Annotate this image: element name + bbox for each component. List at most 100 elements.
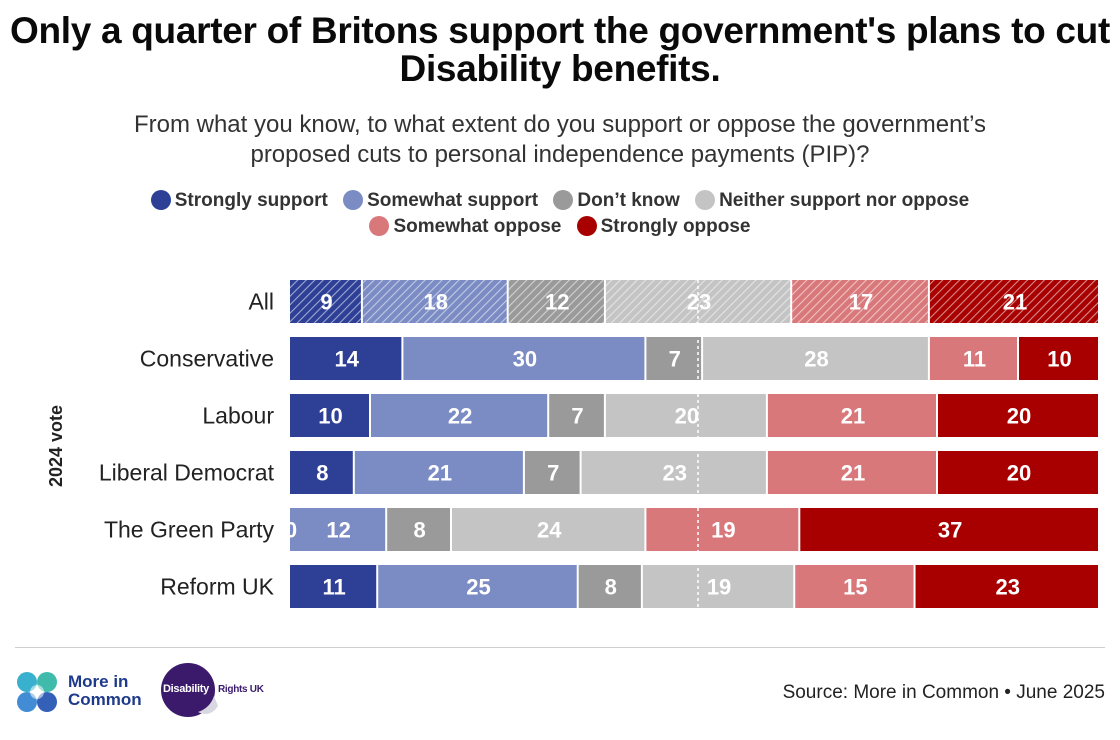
bar-value-label: 21 [1003,290,1027,315]
bar-segment [290,451,353,494]
bar-segment [646,508,799,551]
bar-value-label: 21 [428,461,452,486]
bar-segment [929,337,1017,380]
bar-value-label: 10 [1047,347,1071,372]
bar-value-label: 11 [322,575,345,600]
legend-item-dont-know: Don’t know [553,190,680,212]
bar-value-label: 19 [707,575,731,600]
bar-segment [767,394,936,437]
bar-value-label: 20 [675,404,699,429]
legend-label: Somewhat support [367,190,539,211]
legend-label: Neither support nor oppose [719,190,970,211]
subtitle-line-2: proposed cuts to personal independence p… [250,141,870,168]
category-label: Reform UK [160,574,274,600]
bar-value-label: 18 [424,290,448,315]
bar-value-label: 37 [938,518,962,543]
bar-value-label: 12 [326,518,350,543]
legend-label: Strongly oppose [600,216,751,237]
bar-segment [524,451,580,494]
legend-row-2: Somewhat oppose Strongly oppose [60,216,1060,238]
footer-divider [15,647,1105,648]
bar-value-label: 19 [711,518,735,543]
bar-hatch-overlay [508,280,604,323]
legend-item-strongly-oppose: Strongly oppose [576,216,751,238]
bar-segment [915,565,1098,608]
more-in-common-logo-icon [17,672,57,712]
bar-value-label: 10 [318,404,342,429]
source-note: Source: More in Common • June 2025 [782,682,1105,703]
legend-item-strongly-support: Strongly support [150,190,328,212]
bar-hatch-overlay [792,280,928,323]
legend-swatch-somewhat-oppose [369,216,390,236]
bar-segment [703,337,928,380]
chart-title: Only a quarter of Britons support the go… [0,12,1120,88]
legend-label: Strongly support [174,190,328,211]
bar-segment [403,337,645,380]
disability-rights-uk-logo-icon [161,663,218,717]
category-label: Labour [202,403,274,429]
bar-value-label: 17 [849,290,873,315]
chart-title-text: Only a quarter of Britons support the go… [9,10,1110,89]
bar-value-label: 8 [605,575,617,600]
bar-value-label: 12 [545,290,569,315]
bar-value-label: 15 [843,575,867,600]
bar-value-label: 24 [537,518,562,543]
bar-segment [452,508,645,551]
bar-value-label: 25 [466,575,490,600]
bar-segment [581,451,766,494]
bar-segment [549,394,604,437]
bar-value-label: 21 [841,461,865,486]
bar-value-label: 23 [996,575,1020,600]
category-label: All [248,289,274,315]
logo1-line1: More in [68,672,129,691]
bar-hatch-overlay [362,280,507,323]
bar-segment [354,451,523,494]
bar-segment [646,337,702,380]
legend-label: Somewhat oppose [393,216,562,237]
stacked-bar-chart: All 9 18 12 23 17 21 Conservative 14 30 7 28 11 10 Lab… [46,280,1098,608]
bar-segment [290,394,369,437]
bar-value-label: 7 [571,404,583,429]
bar-value-label: 28 [804,347,828,372]
bar-segment [800,508,1098,551]
bar-value-label: 7 [669,347,681,372]
legend-swatch-strongly-support [150,190,171,210]
category-label: The Green Party [104,517,275,543]
legend-swatch-strongly-oppose [576,216,597,236]
logo2-text-part2: Rights UK [218,684,264,695]
bar-value-label: 8 [316,461,328,486]
y-axis-label: 2024 vote [46,405,66,487]
category-label: Conservative [140,346,274,372]
bar-segment [1019,337,1098,380]
bar-segment [938,451,1098,494]
legend-row-1: Strongly support Somewhat support Don’t … [60,190,1060,212]
bar-segment [938,394,1098,437]
bar-value-label: 30 [513,347,537,372]
bar-value-label: 8 [413,518,425,543]
bar-segment [605,394,766,437]
logo2-text-part1: Disability [163,683,209,695]
bar-value-label: 20 [1007,461,1031,486]
legend-item-somewhat-oppose: Somewhat oppose [369,216,561,238]
bar-value-label: 11 [963,347,986,372]
bar-segment [378,565,577,608]
bar-value-label: 7 [547,461,559,486]
bar-segment [767,451,936,494]
bar-segment [371,394,548,437]
bar-segment [578,565,641,608]
labels-layer: All 9 18 12 23 17 21 Conservative 14 30 7 28 11 10 Lab… [99,280,1072,608]
category-label: Liberal Democrat [99,460,275,486]
legend-swatch-neither [695,190,716,210]
chart-subtitle: From what you know, to what extent do yo… [0,110,1120,170]
logo1-line2: Common [68,690,142,709]
bar-value-label: 20 [1007,404,1031,429]
legend-label: Don’t know [577,190,680,211]
bar-hatch-overlay [290,280,361,323]
legend-swatch-dont-know [553,190,574,210]
bar-value-label: 21 [841,404,865,429]
subtitle-line-1: From what you know, to what extent do yo… [133,111,987,138]
bar-segment [290,508,386,551]
bar-value-label: 9 [320,290,332,315]
bar-value-label: 23 [663,461,687,486]
legend-item-somewhat-support: Somewhat support [343,190,538,212]
